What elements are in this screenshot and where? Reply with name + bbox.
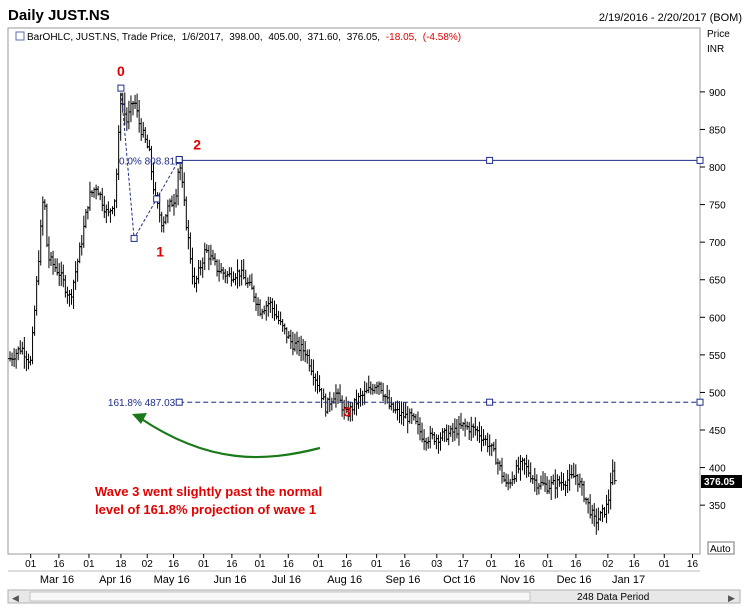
x-month-label: Mar 16 <box>40 574 74 586</box>
ohlc-bars <box>8 92 617 535</box>
x-month-label: Oct 16 <box>443 574 475 586</box>
auto-scale-button[interactable]: Auto <box>710 544 731 555</box>
legend-open: 398.00, <box>229 32 262 43</box>
legend-marker-icon <box>15 31 25 41</box>
x-month-label: Nov 16 <box>500 574 535 586</box>
x-month-label: Aug 16 <box>327 574 362 586</box>
x-tick-label: 01 <box>371 559 383 570</box>
x-tick-label: 01 <box>542 559 554 570</box>
fib-handle-icon[interactable] <box>486 156 494 164</box>
x-tick-label: 16 <box>687 559 699 570</box>
x-month-label: Jun 16 <box>213 574 246 586</box>
x-tick-label: 16 <box>168 559 180 570</box>
y-tick-label: 400 <box>709 464 726 475</box>
x-tick-label: 01 <box>254 559 266 570</box>
svg-text:BarOHLC, JUST.NS, Trade Price,: BarOHLC, JUST.NS, Trade Price, 1/6/2017,… <box>27 32 461 43</box>
annotation-line-2: level of 161.8% projection of wave 1 <box>95 502 316 517</box>
wave-handle-icon[interactable] <box>153 195 161 203</box>
legend-change-pct: (-4.58%) <box>423 32 461 43</box>
fib-handle-icon[interactable] <box>696 156 704 164</box>
y-tick-label: 350 <box>709 501 726 512</box>
y-tick-label: 850 <box>709 125 726 136</box>
x-tick-label: 01 <box>659 559 671 570</box>
y-tick-label: 650 <box>709 276 726 287</box>
annotation-line-1: Wave 3 went slightly past the normal <box>95 484 322 499</box>
x-tick-label: 16 <box>283 559 295 570</box>
x-tick-label: 01 <box>83 559 95 570</box>
auto-scale-button-frame <box>707 541 735 555</box>
y-tick-label: 600 <box>709 313 726 324</box>
legend-date: 1/6/2017, <box>182 32 224 43</box>
x-tick-label: 01 <box>198 559 210 570</box>
x-month-label: Dec 16 <box>557 574 592 586</box>
legend-series: BarOHLC, JUST.NS, Trade Price, <box>27 32 176 43</box>
wave-label-0: 0 <box>117 63 125 79</box>
x-tick-label: 16 <box>629 559 641 570</box>
x-tick-label: 18 <box>115 559 127 570</box>
x-month-label: Jan 17 <box>612 574 645 586</box>
currency-label: INR <box>707 44 724 55</box>
fibonacci-levels[interactable]: 0.0% 808.81 161.8% 487.03 <box>108 156 704 409</box>
fib-level-label: 0.0% 808.81 <box>119 156 176 167</box>
x-axis-ticks: 01 16 01 18 02 16 01 16 01 16 01 16 01 16 03 17 01 16 01 16… <box>8 554 700 586</box>
x-month-label: Apr 16 <box>99 574 131 586</box>
legend-close: 376.05, <box>347 32 380 43</box>
scroll-left-icon[interactable]: ◀ <box>12 593 19 603</box>
y-tick-label: 800 <box>709 163 726 174</box>
y-tick-label: 750 <box>709 201 726 212</box>
fib-handle-icon[interactable] <box>486 398 494 406</box>
ohlc-bar <box>612 461 617 485</box>
data-period-label: 248 Data Period <box>577 592 649 603</box>
arrow-curve <box>139 417 321 459</box>
x-tick-label: 03 <box>431 559 443 570</box>
wave-label-1: 1 <box>156 243 164 259</box>
legend: BarOHLC, JUST.NS, Trade Price, 1/6/2017,… <box>15 31 461 43</box>
wave-handle-icon[interactable] <box>175 156 183 163</box>
x-tick-label: 01 <box>486 559 498 570</box>
scroll-right-icon[interactable]: ▶ <box>728 593 735 603</box>
legend-change: -18.05, <box>386 32 417 43</box>
legend-low: 371.60, <box>308 32 341 43</box>
y-axis-ticks: 350 400 450 500 550 600 650 700 750 800 850 900 <box>700 88 726 512</box>
x-month-label: Sep 16 <box>386 574 421 586</box>
wave-handle-icon[interactable] <box>117 84 125 92</box>
x-month-label: Jul 16 <box>272 574 301 586</box>
y-tick-label: 500 <box>709 388 726 399</box>
y-tick-label: 900 <box>709 88 726 99</box>
wave-handle-icon[interactable] <box>130 234 138 242</box>
chart-title: Daily JUST.NS <box>8 7 110 24</box>
date-range: 2/19/2016 - 2/20/2017 (BOM) <box>599 12 742 24</box>
last-price-tag <box>701 475 742 488</box>
scrollbar-thumb[interactable] <box>29 591 531 602</box>
x-tick-label: 16 <box>570 559 582 570</box>
wave-label-2: 2 <box>193 137 201 153</box>
y-tick-label: 700 <box>709 238 726 249</box>
price-axis-label: Price <box>707 29 730 40</box>
x-tick-label: 16 <box>399 559 411 570</box>
x-tick-label: 01 <box>25 559 37 570</box>
x-tick-label: 01 <box>313 559 325 570</box>
fib-handle-icon[interactable] <box>175 398 183 406</box>
y-tick-label: 450 <box>709 426 726 437</box>
wave-overlay[interactable]: 0 1 2 3 <box>117 63 351 419</box>
x-tick-label: 16 <box>514 559 526 570</box>
fib-level-label: 161.8% 487.03 <box>108 398 176 409</box>
x-tick-label: 02 <box>142 559 154 570</box>
arrow-head-icon <box>132 413 147 424</box>
plot-area <box>7 27 701 555</box>
fib-handle-icon[interactable] <box>696 398 704 406</box>
y-tick-label: 550 <box>709 351 726 362</box>
x-tick-label: 17 <box>458 559 470 570</box>
x-month-label: May 16 <box>154 574 190 586</box>
wave-label-3: 3 <box>343 403 351 419</box>
x-tick-label: 16 <box>53 559 65 570</box>
last-price-value: 376.05 <box>704 477 735 488</box>
x-tick-label: 16 <box>226 559 238 570</box>
legend-high: 405.00, <box>268 32 301 43</box>
x-tick-label: 16 <box>341 559 353 570</box>
x-tick-label: 02 <box>602 559 614 570</box>
